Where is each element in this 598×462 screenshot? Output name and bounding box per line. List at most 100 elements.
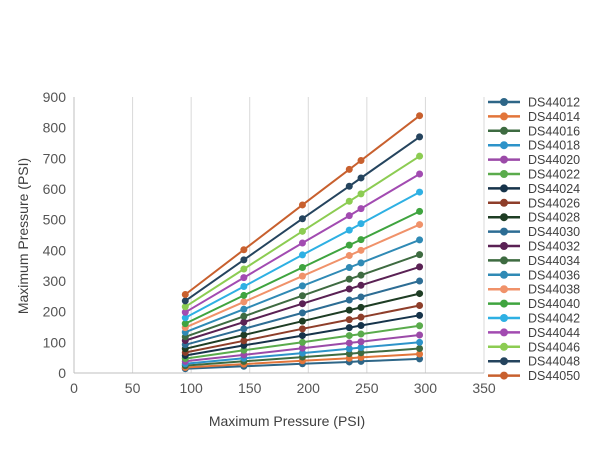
data-point [345, 350, 353, 358]
series-line [184, 173, 421, 314]
series-line [184, 210, 421, 325]
series-DS44038 [181, 221, 424, 332]
data-point [416, 236, 424, 244]
data-point [416, 221, 424, 229]
y-tick-label: 700 [43, 150, 67, 166]
legend-item: DS44042 [488, 312, 580, 326]
data-point [345, 339, 353, 347]
legend-item: DS44050 [488, 369, 580, 383]
data-point [298, 292, 306, 300]
data-point [240, 291, 248, 299]
y-tick-label: 400 [43, 242, 67, 258]
legend-item: DS44032 [488, 240, 580, 254]
legend-label: DS44050 [528, 369, 580, 383]
series-line [185, 265, 420, 342]
data-point [345, 324, 353, 332]
data-point [357, 220, 365, 228]
legend-label: DS44034 [528, 254, 580, 268]
series-DS44044 [181, 170, 424, 316]
data-point [298, 317, 306, 325]
data-point [298, 264, 306, 272]
data-point [345, 296, 353, 304]
data-point [416, 263, 424, 271]
legend-item: DS44014 [488, 110, 580, 124]
legend-label: DS44016 [528, 124, 580, 138]
y-tick-label: 200 [43, 304, 67, 320]
x-tick-label: 350 [472, 380, 496, 396]
legend-item: DS44024 [488, 182, 580, 196]
legend-label: DS44026 [528, 196, 580, 210]
legend-item: DS44026 [488, 196, 580, 210]
legend-swatch-marker [500, 242, 508, 250]
legend-item: DS44040 [488, 297, 580, 311]
data-point [298, 325, 306, 333]
data-point [357, 259, 365, 267]
data-point [240, 337, 248, 345]
data-point [181, 303, 189, 311]
legend-swatch-marker [500, 155, 508, 164]
y-tick-label: 600 [43, 181, 67, 197]
data-point [357, 293, 365, 301]
x-tick-label: 200 [297, 380, 321, 396]
legend-item: DS44036 [488, 268, 580, 282]
series-DS44040 [181, 207, 424, 328]
data-point [345, 165, 353, 173]
data-point [357, 344, 365, 352]
legend-item: DS44044 [488, 326, 580, 340]
legend-label: DS44012 [528, 96, 580, 110]
data-point [345, 197, 353, 205]
data-point [298, 349, 306, 357]
data-point [357, 330, 365, 338]
data-point [181, 290, 189, 298]
data-point [240, 265, 248, 273]
x-axis-title: Maximum Pressure (PSI) [209, 413, 365, 429]
legend-label: DS44014 [528, 110, 580, 124]
series-line [185, 292, 420, 350]
data-point [240, 246, 248, 254]
x-tick-label: 150 [238, 380, 262, 396]
x-tick-label: 50 [125, 380, 141, 396]
series-DS44036 [181, 236, 424, 336]
data-point [298, 338, 306, 346]
data-point [357, 174, 365, 182]
y-axis-title: Maximum Pressure (PSI) [15, 158, 31, 314]
data-point [298, 272, 306, 280]
y-tick-label: 300 [43, 273, 67, 289]
legend-swatch-marker [500, 314, 508, 322]
legend-item: DS44048 [488, 355, 580, 369]
data-point [240, 256, 248, 264]
data-point [416, 302, 424, 310]
data-point [416, 344, 424, 352]
series-line [185, 324, 420, 360]
data-point [298, 201, 306, 209]
data-point [298, 215, 306, 223]
legend-label: DS44028 [528, 211, 580, 225]
series-DS44042 [181, 188, 424, 322]
legend-swatch-marker [500, 198, 508, 207]
y-tick-label: 100 [43, 334, 67, 350]
data-point [345, 182, 353, 190]
x-tick-label: 300 [414, 380, 438, 396]
data-point [345, 316, 353, 324]
data-point [181, 320, 189, 328]
series-DS44024 [181, 311, 424, 360]
series-DS44050 [181, 112, 424, 298]
data-point [240, 318, 248, 326]
y-tick-label: 800 [43, 120, 67, 136]
legend-swatch-marker [500, 357, 508, 366]
legend-swatch-marker [500, 342, 508, 351]
series-line [184, 114, 421, 296]
tick-labels: 0 50 100 150 200 250 300 350 0 100 200 300 400 500 600… [43, 89, 496, 396]
data-point [345, 275, 353, 283]
data-point [345, 241, 353, 249]
legend-swatch-marker [500, 98, 508, 106]
data-point [240, 305, 248, 313]
x-tick-label: 250 [355, 380, 379, 396]
data-point [357, 338, 365, 346]
legend-swatch-marker [500, 371, 508, 380]
data-point [416, 207, 424, 215]
series-DS44022 [181, 322, 424, 363]
data-point [416, 251, 424, 259]
legend-swatch-marker [500, 170, 508, 178]
